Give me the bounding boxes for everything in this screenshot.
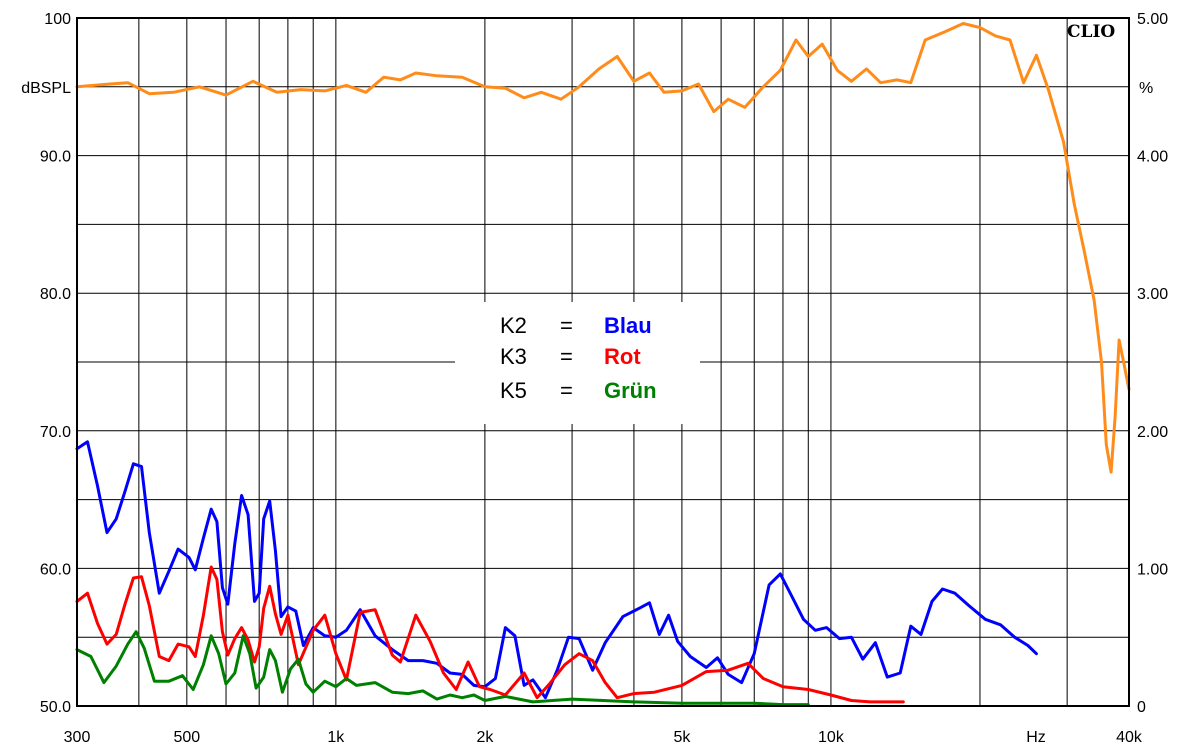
x-tick-label: 300 bbox=[64, 729, 91, 746]
y-left-tick-label: 70.0 bbox=[40, 424, 71, 441]
plot-frame bbox=[76, 17, 1130, 707]
y-left-unit-label: dBSPL bbox=[21, 80, 71, 97]
y-left-tick-label: 90.0 bbox=[40, 149, 71, 166]
y-left-tick-label: 50.0 bbox=[40, 699, 71, 716]
legend-key-label: K2 bbox=[500, 313, 527, 338]
series-line bbox=[75, 440, 1038, 700]
y-left-tick-label: 60.0 bbox=[40, 561, 71, 578]
legend-series-name: Rot bbox=[604, 344, 641, 369]
y-right-tick-label: 0 bbox=[1137, 699, 1146, 716]
legend-equals: = bbox=[560, 378, 573, 403]
legend-series-name: Blau bbox=[604, 313, 652, 338]
x-unit-label: Hz bbox=[1026, 729, 1046, 746]
brand-logo: CLIO bbox=[1067, 22, 1115, 42]
legend-series-name: Grün bbox=[604, 378, 657, 403]
x-tick-label: 500 bbox=[173, 729, 200, 746]
axis-labels: 300 500 1k 2k 5k 10k 40k Hz 100 90.0 80.0 70.0 60.0 5… bbox=[21, 11, 1168, 746]
series-layer bbox=[75, 22, 1131, 707]
y-right-tick-label: 5.00 bbox=[1137, 11, 1168, 28]
legend-equals: = bbox=[560, 344, 573, 369]
legend: K2 = Blau K3 = Rot K5 = Grün bbox=[500, 313, 657, 403]
series-line bbox=[75, 630, 810, 707]
legend-key-label: K5 bbox=[500, 378, 527, 403]
x-tick-label: 1k bbox=[327, 729, 345, 746]
legend-equals: = bbox=[560, 313, 573, 338]
y-left-tick-label: 100 bbox=[44, 11, 71, 28]
y-right-tick-label: 3.00 bbox=[1137, 286, 1168, 303]
series-line bbox=[75, 22, 1131, 474]
legend-key-label: K3 bbox=[500, 344, 527, 369]
y-right-tick-label: 4.00 bbox=[1137, 149, 1168, 166]
y-right-tick-label: 2.00 bbox=[1137, 424, 1168, 441]
x-tick-label: 5k bbox=[673, 729, 691, 746]
legend-box bbox=[455, 302, 700, 424]
grid-lines bbox=[77, 18, 1129, 706]
x-tick-label: 10k bbox=[818, 729, 845, 746]
x-tick-label: 40k bbox=[1116, 729, 1143, 746]
y-left-tick-label: 80.0 bbox=[40, 286, 71, 303]
y-right-tick-label: 1.00 bbox=[1137, 561, 1168, 578]
x-tick-label: 2k bbox=[476, 729, 494, 746]
y-right-unit-label: % bbox=[1139, 80, 1153, 97]
